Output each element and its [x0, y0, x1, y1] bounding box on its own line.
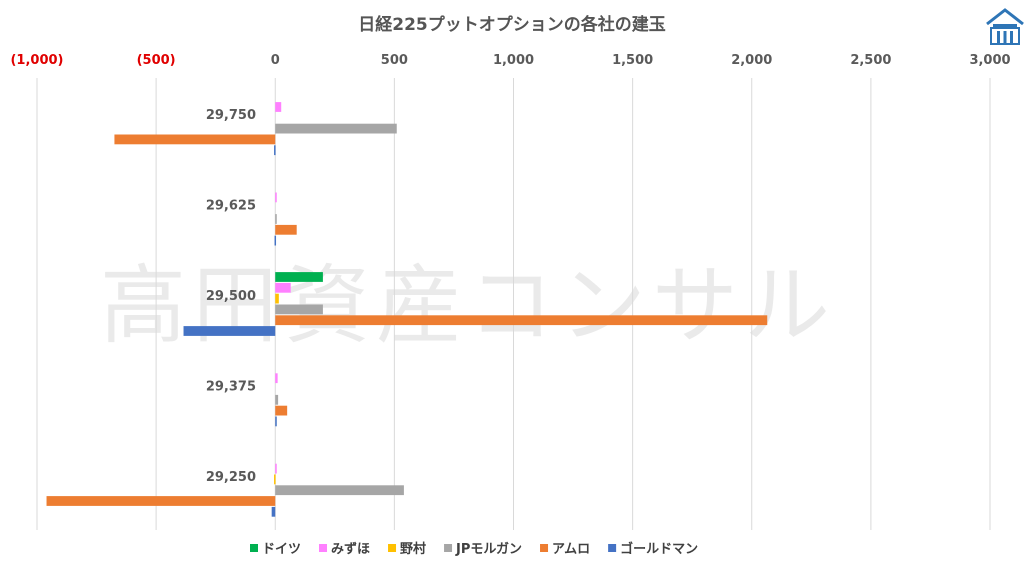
- legend-label: ドイツ: [262, 542, 301, 557]
- bar: [275, 315, 768, 326]
- bar: [274, 235, 277, 246]
- category-labels: 29,750 29,625 29,500 29,375 29,250: [206, 108, 256, 485]
- x-tick-label: 500: [381, 53, 408, 68]
- legend-swatch: [540, 544, 549, 552]
- x-tick-label: 0: [271, 53, 280, 68]
- company-logo: [986, 8, 1024, 45]
- bar: [275, 102, 282, 112]
- bar: [275, 463, 277, 474]
- legend-swatch: [319, 544, 328, 552]
- legend-swatch: [388, 544, 397, 552]
- bar: [183, 326, 276, 336]
- legend-label: JPモルガン: [455, 542, 522, 557]
- legend-swatch: [250, 544, 258, 552]
- bar: [275, 416, 277, 427]
- bar: [275, 123, 397, 134]
- bar: [275, 272, 323, 282]
- bar: [46, 496, 276, 506]
- category-label: 29,625: [206, 199, 256, 214]
- bar: [275, 394, 279, 405]
- x-tick-label: 1,000: [493, 53, 534, 68]
- bar: [114, 134, 276, 145]
- legend-label: ゴールドマン: [620, 541, 698, 557]
- legend-label: アムロ: [552, 542, 590, 557]
- bar: [275, 405, 288, 416]
- bar: [275, 373, 278, 384]
- bar: [275, 304, 323, 315]
- bar: [275, 192, 277, 203]
- x-tick-label: 2,000: [731, 53, 772, 68]
- watermark: 高田資産コンサル: [100, 256, 836, 356]
- bar: [275, 485, 404, 496]
- bar: [271, 506, 276, 517]
- category-label: 29,250: [206, 470, 256, 485]
- category-label: 29,750: [206, 108, 256, 123]
- x-tick-label: (1,000): [10, 53, 63, 68]
- x-tick-label: 1,500: [612, 53, 653, 68]
- bar: [274, 145, 276, 156]
- x-tick-label: 3,000: [969, 53, 1010, 68]
- category-label: 29,375: [206, 379, 256, 394]
- bar: [275, 224, 297, 235]
- legend-swatch: [444, 544, 453, 552]
- x-tick-label: 2,500: [850, 53, 891, 68]
- bar: [275, 293, 279, 304]
- legend-swatch: [608, 544, 617, 552]
- x-axis-ticks: (1,000) (500) 0 500 1,000 1,500 2,000 2,500 3,00…: [10, 53, 1010, 68]
- legend-label: みずほ: [331, 541, 370, 557]
- bar: [274, 474, 276, 485]
- legend-label: 野村: [400, 541, 426, 557]
- category-label: 29,500: [206, 289, 256, 304]
- x-tick-label: (500): [137, 53, 176, 68]
- bars: [46, 102, 768, 517]
- chart-title: 日経225プットオプションの各社の建玉: [358, 14, 666, 35]
- bar: [275, 214, 277, 224]
- bar: [275, 282, 291, 293]
- legend: ドイツ みずほ 野村 JPモルガン アムロ ゴールドマン: [250, 541, 698, 557]
